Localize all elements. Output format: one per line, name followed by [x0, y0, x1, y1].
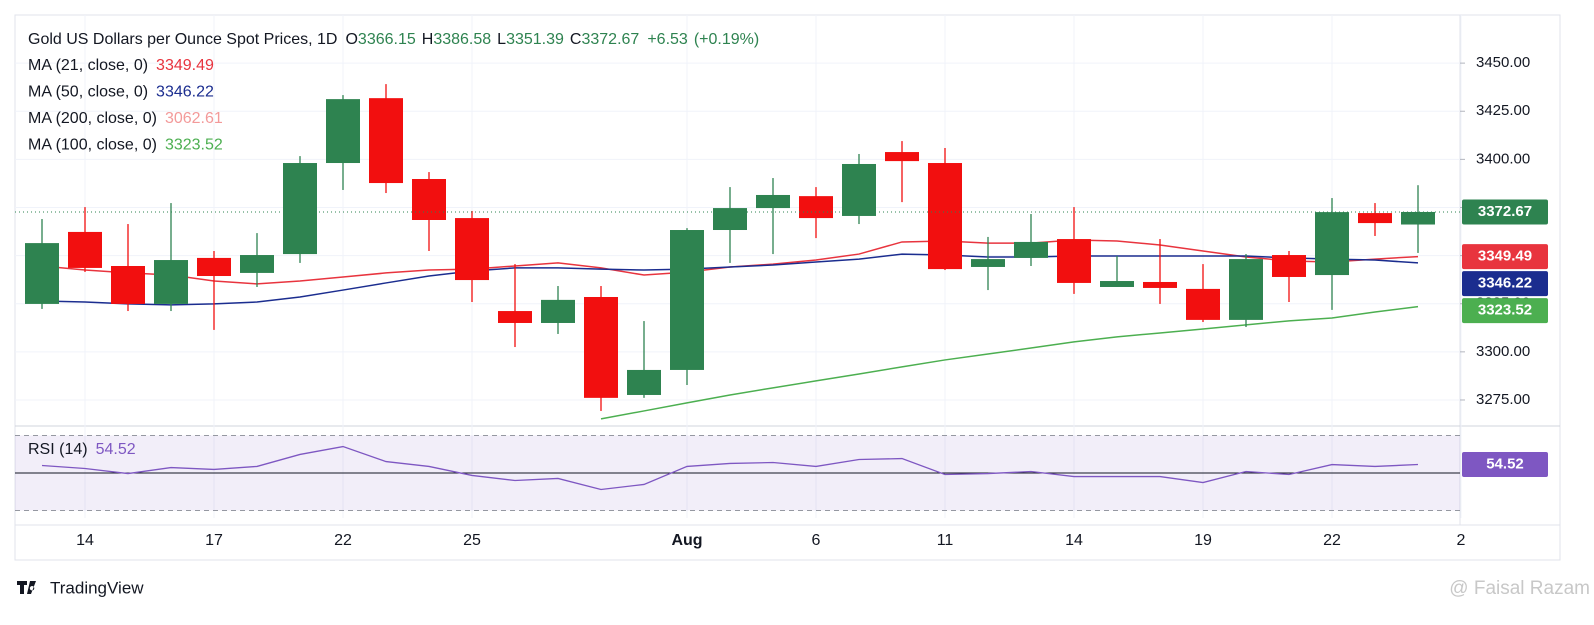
legend-entry: MA (200, close, 0) 3062.61 [28, 110, 223, 127]
legend-name: MA (200, close, 0) [28, 110, 157, 127]
candle-body [670, 230, 704, 370]
header: Gold US Dollars per Ounce Spot Prices, 1… [28, 31, 759, 48]
close-value: 3372.67 [581, 31, 639, 48]
y-tick-label: 3275.00 [1476, 391, 1530, 408]
legend-value: 3062.61 [165, 110, 223, 127]
candle-body [1143, 281, 1177, 288]
x-tick-label: 6 [812, 532, 821, 549]
open-value: 3366.15 [358, 31, 416, 48]
price-label: 3346.22 [1478, 275, 1532, 292]
ohlc-letter: O [345, 31, 357, 48]
legend-value: 3323.52 [165, 137, 223, 154]
candle-body [971, 259, 1005, 267]
logo [17, 581, 36, 594]
legend-value: 3346.22 [156, 84, 214, 101]
legend-entry: MA (100, close, 0) 3323.52 [28, 137, 223, 154]
price-label-box [1462, 199, 1548, 225]
ohlc-letter: C [570, 31, 582, 48]
candle-body [842, 163, 876, 216]
low-value: 3351.39 [506, 31, 564, 48]
candle-body [1186, 288, 1220, 320]
price-label: 3323.52 [1478, 302, 1532, 319]
axis: 3275.003300.003325.003350.003375.003400.… [76, 54, 1548, 549]
footer: TradingView @ Faisal Razam [17, 578, 1590, 599]
candle-body [885, 152, 919, 162]
candle-body [154, 260, 188, 304]
legend-name: MA (21, close, 0) [28, 57, 148, 74]
change-pct: (+0.19%) [694, 31, 759, 48]
ohlc-letter: H [422, 31, 434, 48]
candle-body [1401, 211, 1435, 225]
price-label: 3349.49 [1478, 248, 1532, 265]
candle-body [627, 369, 661, 395]
ma-line [600, 305, 1419, 420]
legend-name: MA (50, close, 0) [28, 84, 148, 101]
candle-body [498, 311, 532, 323]
x-tick-label: 2 [1457, 532, 1466, 549]
ohlc-letter: L [497, 31, 506, 48]
x-tick-label: Aug [671, 532, 702, 549]
plot [15, 84, 1460, 511]
candle-body [111, 266, 145, 304]
rsi-legend: RSI (14) 54.52 [28, 441, 136, 458]
x-tick-label: 14 [1065, 532, 1083, 549]
legend-value: 3349.49 [156, 57, 214, 74]
x-tick-label: 22 [334, 532, 352, 549]
candle-body [1315, 212, 1349, 276]
candle-body [799, 196, 833, 219]
candle-body [1014, 241, 1048, 258]
watermark: @ Faisal Razam [1449, 578, 1590, 599]
x-tick-label: 25 [463, 532, 481, 549]
candle-body [326, 99, 360, 164]
chart-frame [14, 14, 1561, 561]
candle-body [1358, 213, 1392, 224]
candle-body [412, 179, 446, 220]
ma-line [41, 253, 1419, 306]
candle-body [68, 231, 102, 268]
y-tick-label: 3425.00 [1476, 102, 1530, 119]
change: +6.53 [647, 31, 688, 48]
candle-body [1057, 239, 1091, 283]
candle-body [283, 163, 317, 255]
x-tick-label: 14 [76, 532, 94, 549]
x-tick-label: 19 [1194, 532, 1212, 549]
rsi-label-box [1462, 452, 1548, 478]
price-label-box [1462, 244, 1548, 270]
rsi-value: 54.52 [96, 441, 136, 458]
candle-body [25, 243, 59, 304]
y-tick-label: 3450.00 [1476, 54, 1530, 71]
price-label-box [1462, 271, 1548, 297]
x-tick-label: 11 [937, 532, 954, 549]
brand: TradingView [50, 578, 144, 597]
legend-name: MA (100, close, 0) [28, 137, 157, 154]
legend-entry: MA (21, close, 0) 3349.49 [28, 57, 214, 74]
y-tick-label: 3300.00 [1476, 343, 1530, 360]
x-tick-label: 17 [205, 532, 223, 549]
price-label: 3372.67 [1478, 203, 1532, 220]
candle-body [197, 257, 231, 277]
candle-body [1100, 281, 1134, 287]
candle-body [455, 218, 489, 281]
price-label-box [1462, 298, 1548, 324]
y-tick-label: 3400.00 [1476, 150, 1530, 167]
x-tick-label: 22 [1323, 532, 1341, 549]
candle-body [240, 255, 274, 273]
candle-body [1229, 259, 1263, 320]
legend-entry: MA (50, close, 0) 3346.22 [28, 84, 214, 101]
candle-body [1272, 255, 1306, 277]
chart-title: Gold US Dollars per Ounce Spot Prices, 1… [28, 31, 337, 48]
candle-body [584, 296, 618, 398]
rsi-line [41, 445, 1419, 491]
high-value: 3386.58 [433, 31, 491, 48]
candle-body [541, 299, 575, 323]
candle-body [713, 208, 747, 231]
rsi-name: RSI (14) [28, 441, 88, 458]
rsi-label: 54.52 [1486, 455, 1524, 472]
candle-body [369, 98, 403, 184]
legend: Gold US Dollars per Ounce Spot Prices, 1… [28, 31, 759, 458]
candle-body [756, 194, 790, 209]
candle-body [928, 163, 962, 270]
